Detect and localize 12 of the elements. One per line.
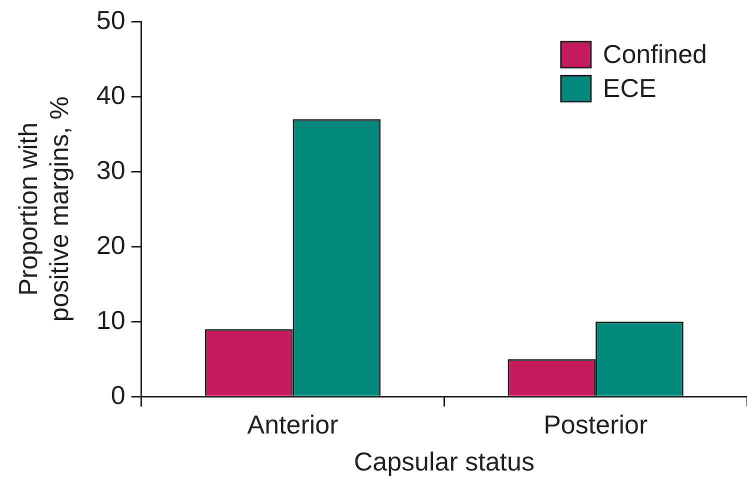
y-axis-title: Proportion with positive margins, % (12, 96, 74, 322)
x-tick-label: Anterior (247, 409, 339, 440)
y-tick-label: 50 (96, 4, 126, 35)
legend-label: Confined (602, 38, 707, 69)
y-tick-label: 30 (96, 154, 126, 185)
legend-label: ECE (602, 72, 656, 103)
y-tick-label: 40 (96, 80, 126, 110)
x-axis-title: Capsular status (354, 446, 534, 477)
y-tick-label: 10 (96, 304, 126, 335)
x-tick-label: Posterior (544, 409, 648, 440)
y-tick-label: 0 (110, 380, 126, 410)
y-tick-label: 20 (96, 230, 126, 260)
